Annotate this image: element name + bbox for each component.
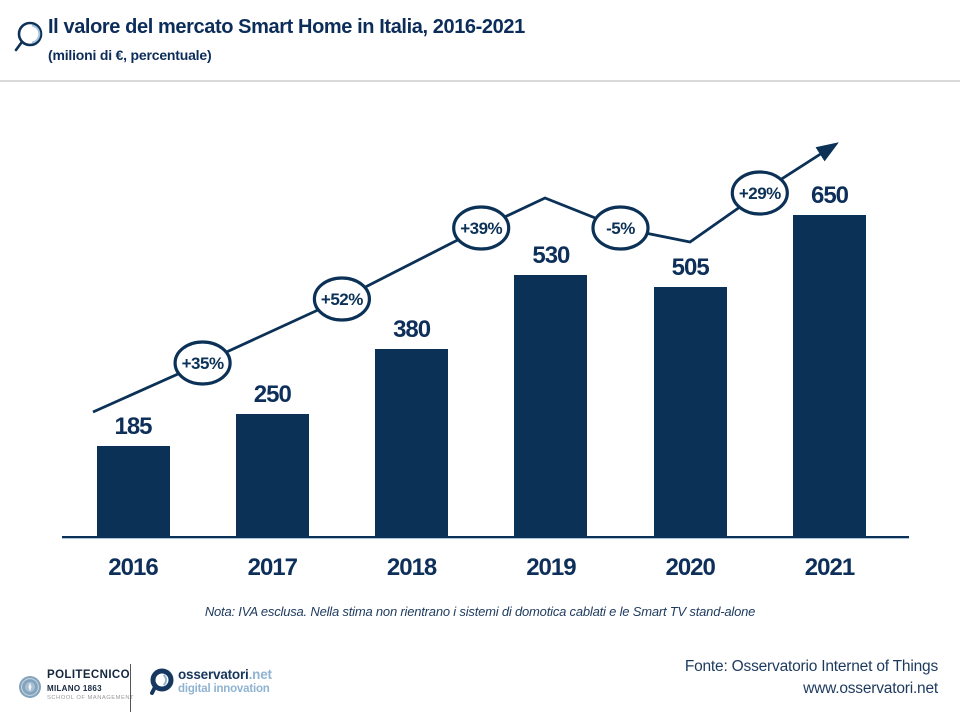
bar-2017 xyxy=(235,414,309,538)
year-label-2016: 2016 xyxy=(108,554,158,581)
value-label-2018: 380 xyxy=(393,316,431,343)
growth-badge-label: -5% xyxy=(606,219,635,238)
osservatori-tagline: digital innovation xyxy=(178,682,270,695)
x-axis-line xyxy=(62,536,909,539)
chart-footnote: Nota: IVA esclusa. Nella stima non rient… xyxy=(204,604,756,619)
polimi-name: POLITECNICO xyxy=(47,669,130,681)
polimi-city: MILANO 1863 xyxy=(47,683,102,693)
growth-badge-label: +35% xyxy=(182,354,224,373)
value-label-2016: 185 xyxy=(114,413,152,440)
source-block: Fonte: Osservatorio Internet of Things w… xyxy=(685,656,938,701)
year-label-2018: 2018 xyxy=(386,554,437,581)
source-line: Fonte: Osservatorio Internet of Things xyxy=(684,658,938,675)
page-subtitle: (milioni di €, percentuale) xyxy=(48,47,212,63)
growth-badge-label: +39% xyxy=(460,219,502,238)
osservatori-brand: osservatori xyxy=(178,667,249,682)
polimi-seal-icon xyxy=(19,676,41,698)
value-label-2019: 530 xyxy=(532,242,570,269)
year-label-2020: 2020 xyxy=(665,554,715,581)
source-url: www.osservatori.net xyxy=(803,680,938,698)
bar-2019 xyxy=(514,275,588,538)
growth-badge xyxy=(173,340,232,386)
page-title: Il valore del mercato Smart Home in Ital… xyxy=(48,16,525,38)
polimi-logo-text: POLITECNICO MILANO 1863 SCHOOL OF MANAGE… xyxy=(47,669,135,701)
value-label-2021: 650 xyxy=(810,182,849,209)
osservatori-logo-text: osservatori.net digital innovation xyxy=(178,668,272,695)
osservatori-magnifier-icon xyxy=(150,668,174,695)
year-label-2021: 2021 xyxy=(804,554,855,581)
bar-2018 xyxy=(375,349,449,538)
value-label-2020: 505 xyxy=(671,254,710,281)
bar-2021 xyxy=(793,215,866,538)
osservatori-net: .net xyxy=(248,667,272,682)
header-divider xyxy=(0,80,960,82)
growth-badge xyxy=(312,276,371,322)
polimi-school: SCHOOL OF MANAGEMENT xyxy=(47,694,135,701)
growth-badge-label: +52% xyxy=(321,290,363,309)
value-label-2017: 250 xyxy=(253,381,292,408)
bar-2016 xyxy=(96,446,170,538)
year-label-2019: 2019 xyxy=(526,554,576,581)
footer-divider xyxy=(130,664,131,712)
magnifier-logo-icon xyxy=(14,21,43,52)
bar-2020 xyxy=(653,287,727,538)
year-label-2017: 2017 xyxy=(247,554,298,581)
